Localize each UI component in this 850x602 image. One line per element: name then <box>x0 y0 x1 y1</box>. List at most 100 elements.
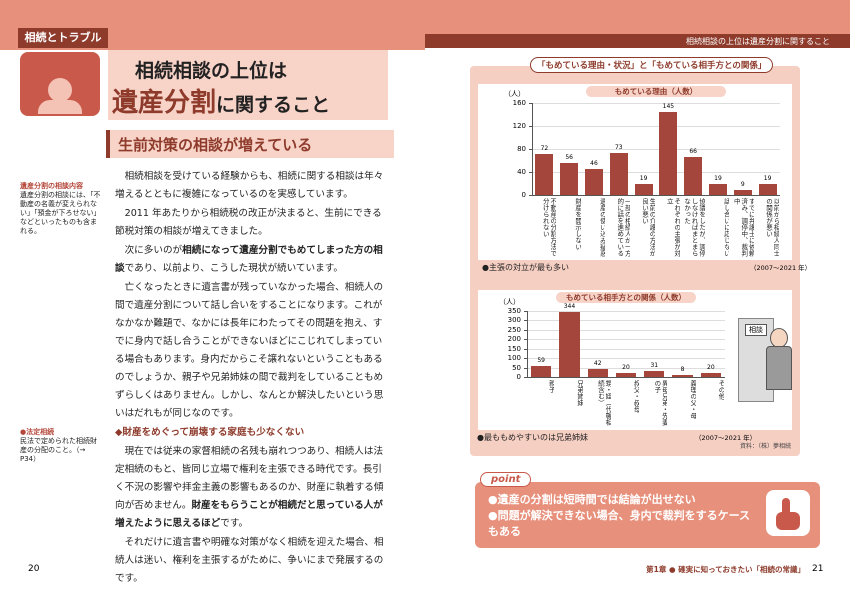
grid-line <box>527 329 725 331</box>
y-tick-label: 0 <box>521 191 526 199</box>
value-label: 20 <box>622 364 630 372</box>
point-item: ●問題が解決できない場合、身内で裁判をするケースもある <box>488 509 751 538</box>
x-tick-label: 遺産の使い込み疑惑 <box>598 198 606 257</box>
y-tick-label: 120 <box>512 122 526 130</box>
grid-line <box>527 339 725 341</box>
chart-title: もめている理由（人数） <box>586 86 726 97</box>
chart-title: もめている相手方との関係（人数） <box>556 292 696 303</box>
title-box <box>108 50 388 120</box>
x-tick-label: 異母兄弟・先妻の子 <box>652 380 668 426</box>
point-label: point <box>480 472 532 487</box>
paragraph: 現在では従来の家督相続の名残も崩れつつあり、相続人は法定相続のもと、皆同じ立場で… <box>115 443 385 533</box>
header-strip <box>425 34 850 48</box>
x-tick-label: それぞれの主張が対立 <box>665 198 680 257</box>
value-label: 20 <box>707 364 715 372</box>
bold-text: 財産をもらうことが相続だと思っている人が増えたように思えるほど <box>115 500 383 529</box>
bar <box>659 111 678 195</box>
chart-period: （2007〜2021 年） <box>750 264 812 272</box>
x-tick-label: 甥・姪（代襲相続含む） <box>596 380 611 426</box>
text: 次に多いのが <box>124 245 183 256</box>
point-box <box>475 482 820 548</box>
y-tick-label: 350 <box>507 307 521 315</box>
value-label: 9 <box>740 180 745 188</box>
x-tick-label: 叔父・叔母 <box>632 380 640 413</box>
bar <box>560 162 579 195</box>
grid-line <box>527 358 725 360</box>
grid-line <box>532 103 780 104</box>
value-label: 344 <box>563 303 576 311</box>
bar <box>684 157 703 195</box>
tick-mark <box>524 311 527 312</box>
x-tick-label: 親子 <box>547 380 555 393</box>
grid-line <box>532 172 780 173</box>
x-tick-label: 一部の相続人が一方的に話を進めている <box>615 198 631 257</box>
title-line2: 遺産分割に関すること <box>112 82 330 119</box>
y-tick-label: 200 <box>507 335 521 344</box>
chart-period: （2007〜2021 年） <box>695 434 757 442</box>
tick-mark <box>529 126 532 127</box>
bar <box>672 375 693 377</box>
note-text: 民法で定められた相続財産の分配のこと。（→ P34） <box>20 437 97 463</box>
bar <box>530 365 552 377</box>
charts-heading: 「もめている理由・状況」と「もめている相手方との関係」 <box>530 57 774 73</box>
y-tick-label: 50 <box>512 363 521 372</box>
y-tick-label: 40 <box>517 168 526 176</box>
paragraph: 次に多いのが相続になって遺産分割でもめてしまった方の相談であり、以前より、こうし… <box>115 242 385 278</box>
tick-mark <box>524 339 527 341</box>
bar <box>634 184 653 195</box>
x-axis <box>527 377 725 378</box>
bar <box>587 369 608 377</box>
heading-bar <box>106 130 394 158</box>
x-axis <box>532 195 780 196</box>
x-tick-label: 義理の父・母 <box>688 380 696 419</box>
grid-line <box>527 367 725 369</box>
paragraph: 2011 年あたりから相続税の改正が決まると、生前にできる節税対策の相談が増えて… <box>115 208 382 237</box>
x-tick-label: すでに弁護士に依頼済み、調停中、裁判中 <box>732 198 755 257</box>
door-sign: 相談 <box>745 324 767 336</box>
value-label: 19 <box>639 175 648 183</box>
tick-mark <box>524 329 527 331</box>
tick-mark <box>524 377 527 378</box>
x-tick-label: 財産を開示しない <box>573 198 581 250</box>
grid-line <box>532 126 780 127</box>
person-body <box>766 346 792 390</box>
y-axis <box>527 311 528 377</box>
paragraph: それだけに遺言書や明確な対策がなく相続を迎えた場合、相続人は迷い、権利を主張する… <box>115 537 384 584</box>
point-items: ●遺産の分割は短時間では結論が出せない ●問題が解決できない場合、身内で裁判をす… <box>488 492 758 540</box>
header-band <box>425 0 850 34</box>
y-axis-label: （人） <box>504 90 525 98</box>
y-tick-label: 300 <box>507 316 521 325</box>
value-label: 46 <box>590 159 598 167</box>
value-label: 56 <box>565 153 573 161</box>
x-tick-label: 以前から相続人同士の関係が悪い <box>764 198 779 257</box>
text: であり、以前より、こうした現状が続いています。 <box>124 263 343 274</box>
value-label: 42 <box>593 360 602 368</box>
y-tick-label: 160 <box>512 99 526 107</box>
bar <box>758 184 777 195</box>
bar <box>609 153 628 195</box>
tick-mark <box>524 320 527 322</box>
grid-line <box>532 149 780 150</box>
subheading: ◆財産をめぐって崩壊する家庭も少なくない <box>115 427 305 438</box>
y-axis-label: （人） <box>499 298 520 306</box>
y-tick-label: 80 <box>517 145 526 153</box>
icon-head <box>48 78 72 102</box>
bar <box>559 312 580 377</box>
text: 現在では従来の家督相続の名残も崩れつつあり、相続人は法定相続のもと、皆同じ立場で… <box>115 446 384 511</box>
chart-source: 資料：（株）夢相続 <box>740 443 792 450</box>
running-head: 相続相談の上位は遺産分割に関すること <box>686 37 830 46</box>
value-label: 31 <box>650 362 659 370</box>
bar <box>700 373 722 377</box>
value-label: 145 <box>662 102 675 110</box>
chart-caption: ●最ももめやすいのは兄弟姉妹 <box>477 433 588 442</box>
tick-mark <box>524 348 527 350</box>
note-title: ●法定相続 <box>20 428 55 436</box>
bar <box>733 189 752 195</box>
tick-mark <box>529 103 532 104</box>
title-em: 遺産分割 <box>112 88 217 118</box>
value-label: 59 <box>537 356 545 364</box>
heading: 生前対策の相談が増えている <box>118 136 313 154</box>
y-tick-label: 250 <box>507 325 521 334</box>
paragraph: 相続相談を受けている経験からも、相続に関する相談は年々増えるとともに複雑になって… <box>115 171 384 200</box>
x-tick-label: 不動産の分割方法で分けられない <box>541 198 556 257</box>
